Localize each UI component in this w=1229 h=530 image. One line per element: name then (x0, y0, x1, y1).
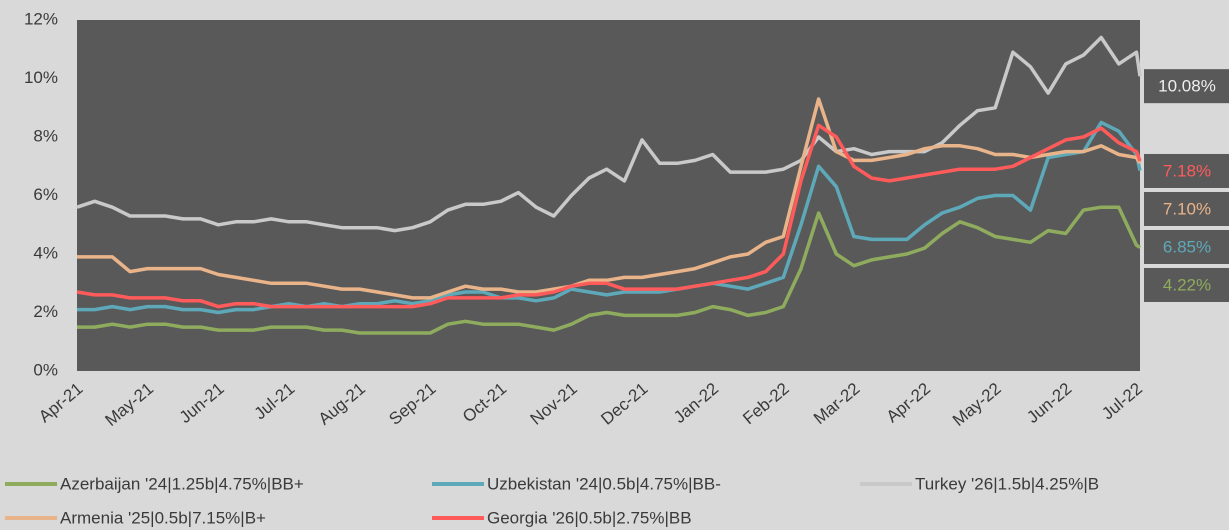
y-tick-label: 0% (33, 360, 58, 379)
series-line (77, 97, 1142, 300)
x-tick-label: Jun-21 (176, 379, 228, 427)
end-label-box (1144, 69, 1229, 104)
end-label-box (1144, 267, 1229, 302)
series-line (77, 205, 1141, 335)
end-label-box (1144, 153, 1229, 188)
x-tick-label: Jul-21 (251, 379, 299, 423)
x-tick-label: May-22 (949, 379, 1005, 430)
series-line (76, 35, 1142, 233)
series-line (77, 120, 1142, 315)
end-label: 4.22% (1163, 275, 1211, 294)
x-tick-label: Aug-21 (315, 379, 369, 429)
x-tick-label: Apr-22 (883, 379, 934, 426)
y-tick-label: 2% (33, 302, 58, 321)
x-tick-label: Apr-21 (35, 379, 86, 426)
x-tick-label: Feb-22 (739, 379, 792, 428)
legend-label: Uzbekistan '24|0.5b|4.75%|BB- (487, 474, 721, 493)
x-tick-label: Jul-22 (1098, 379, 1146, 423)
legend-label: Azerbaijan '24|1.25b|4.75%|BB+ (60, 474, 304, 493)
plot-area (77, 20, 1140, 371)
legend-label: Turkey '26|1.5b|4.25%|B (915, 474, 1099, 493)
x-tick-label: Dec-21 (597, 379, 651, 429)
end-label: 7.18% (1163, 161, 1211, 180)
x-tick-label: Oct-21 (459, 379, 510, 426)
x-tick-label: May-21 (101, 379, 157, 430)
end-label: 7.10% (1163, 199, 1211, 218)
y-tick-label: 8% (33, 126, 58, 145)
x-tick-label: Mar-22 (810, 379, 863, 428)
y-tick-label: 6% (33, 185, 58, 204)
x-tick-label: Jan-22 (670, 379, 722, 427)
y-tick-label: 4% (33, 243, 58, 262)
y-tick-label: 12% (24, 9, 58, 28)
x-tick-label: Nov-21 (527, 379, 581, 429)
x-tick-label: Jun-22 (1023, 379, 1075, 427)
end-label: 10.08% (1158, 77, 1216, 96)
end-label: 6.85% (1163, 237, 1211, 256)
end-label-box (1144, 229, 1229, 264)
legend-label: Georgia '26|0.5b|2.75%|BB (487, 508, 692, 527)
end-label-box (1144, 191, 1229, 226)
y-tick-label: 10% (24, 68, 58, 87)
series-line (76, 123, 1142, 309)
x-tick-label: Sep-21 (385, 379, 439, 429)
legend-label: Armenia '25|0.5b|7.15%|B+ (60, 508, 266, 527)
